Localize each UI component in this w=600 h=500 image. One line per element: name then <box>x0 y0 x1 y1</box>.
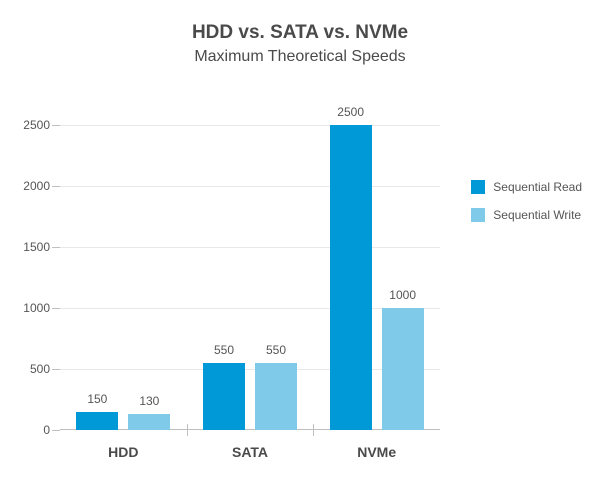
chart-title: HDD vs. SATA vs. NVMe <box>0 0 600 44</box>
y-tick <box>52 308 60 309</box>
legend-item: Sequential Read <box>471 180 582 194</box>
y-gridline <box>60 186 440 187</box>
bar-value-label: 2500 <box>337 105 364 119</box>
x-separator <box>313 424 314 436</box>
y-tick <box>52 430 60 431</box>
bar <box>128 414 170 430</box>
legend: Sequential Read Sequential Write <box>471 180 582 236</box>
y-tick-label: 1500 <box>10 240 50 254</box>
chart-container: HDD vs. SATA vs. NVMe Maximum Theoretica… <box>0 0 600 500</box>
y-tick <box>52 369 60 370</box>
bar <box>382 308 424 430</box>
bar <box>330 125 372 430</box>
y-tick-label: 0 <box>10 423 50 437</box>
legend-item: Sequential Write <box>471 208 582 222</box>
bar <box>255 363 297 430</box>
plot-area: 05001000150020002500 150130HDD550550SATA… <box>60 95 440 430</box>
category-label: HDD <box>108 444 138 460</box>
y-tick <box>52 186 60 187</box>
bar-value-label: 1000 <box>389 288 416 302</box>
y-tick <box>52 125 60 126</box>
x-separator <box>187 424 188 436</box>
bar <box>76 412 118 430</box>
bar-value-label: 550 <box>214 343 234 357</box>
bar-value-label: 550 <box>266 343 286 357</box>
legend-swatch <box>471 180 485 194</box>
category-label: SATA <box>232 444 268 460</box>
y-tick <box>52 247 60 248</box>
bar <box>203 363 245 430</box>
y-tick-label: 2500 <box>10 118 50 132</box>
bar-value-label: 150 <box>87 392 107 406</box>
y-tick-label: 2000 <box>10 179 50 193</box>
legend-swatch <box>471 208 485 222</box>
y-tick-label: 1000 <box>10 301 50 315</box>
bar-value-label: 130 <box>139 394 159 408</box>
legend-label: Sequential Write <box>493 208 581 222</box>
y-gridline <box>60 247 440 248</box>
legend-label: Sequential Read <box>493 180 582 194</box>
y-gridline <box>60 125 440 126</box>
chart-subtitle: Maximum Theoretical Speeds <box>0 48 600 66</box>
y-tick-label: 500 <box>10 362 50 376</box>
category-label: NVMe <box>357 444 396 460</box>
